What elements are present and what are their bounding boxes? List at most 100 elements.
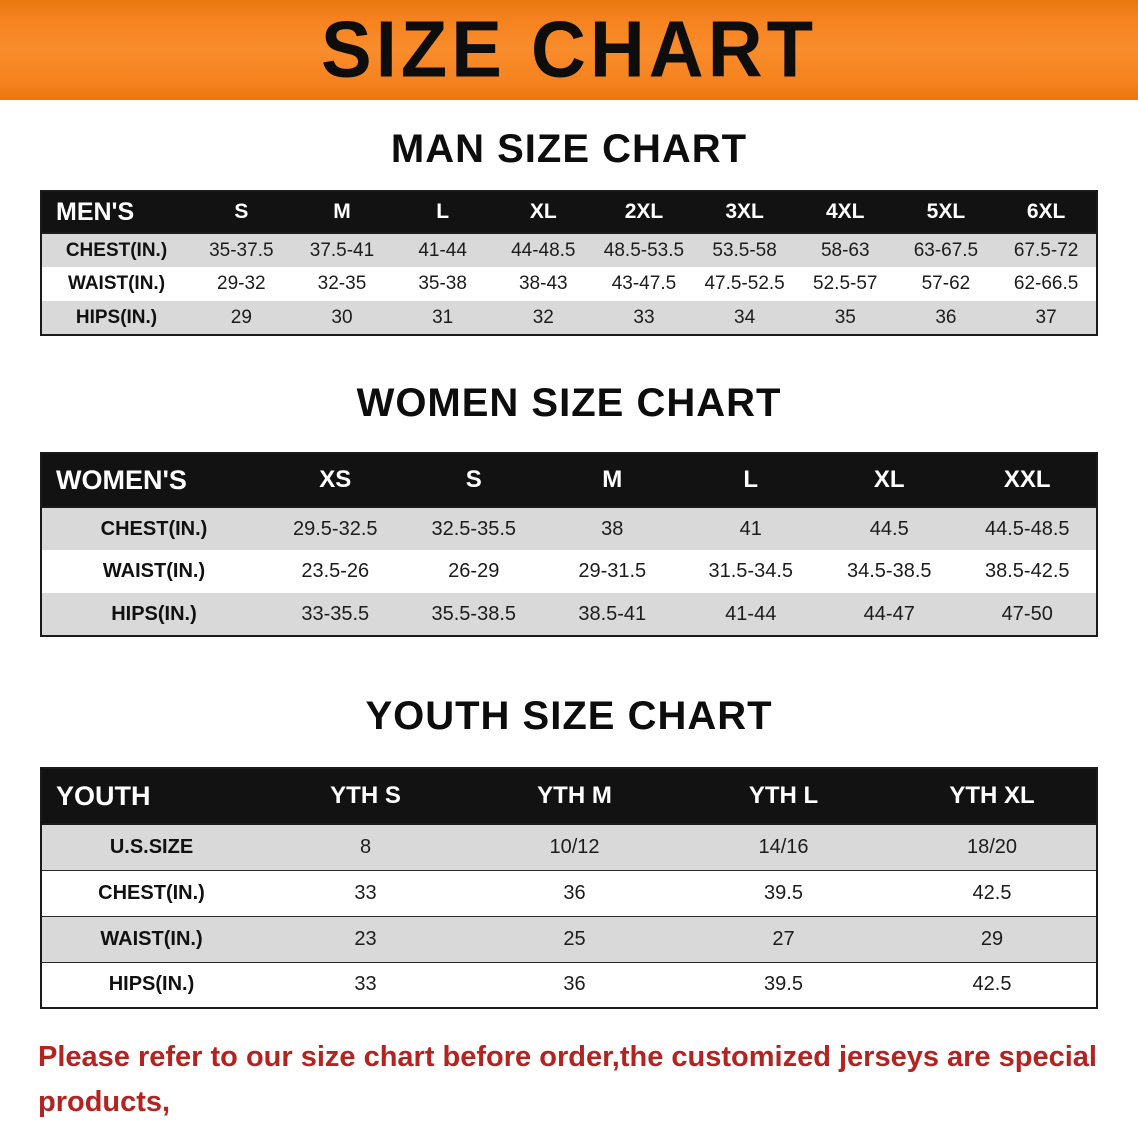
size-value-cell: 33 [354, 973, 377, 996]
footer-note-line-1: Please refer to our size chart before or… [38, 1041, 1097, 1118]
size-value-cell: 44-47 [863, 602, 915, 625]
size-value-cell: 29-31.5 [578, 560, 647, 582]
size-column-header: S [404, 453, 543, 508]
size-value-cell: 33 [633, 306, 655, 328]
size-value-cell: 47.5-52.5 [704, 273, 785, 294]
size-value-cell: 31.5-34.5 [708, 560, 793, 582]
size-value-cell: 32.5-35.5 [431, 517, 516, 540]
size-value-cell: 32-35 [317, 273, 367, 294]
men-section-heading: MAN SIZE CHART [390, 127, 748, 171]
size-column-header: XXL [958, 453, 1097, 508]
size-value-cell: 25 [563, 927, 586, 950]
size-column-header: XL [492, 191, 594, 234]
size-column-header: 5XL [895, 191, 997, 234]
size-value-cell: 29 [980, 927, 1004, 950]
footer-note: Please refer to our size chart before or… [0, 1035, 1138, 1132]
table-corner-label: YOUTH [41, 768, 261, 825]
table-row: CHEST(IN.) 29.5-32.5 32.5-35.5 38 41 44.5 44.5… [41, 507, 1097, 550]
row-label: HIPS(IN.) [111, 602, 197, 625]
size-value-cell: 35-37.5 [209, 239, 274, 261]
table-row: HIPS(IN.) 33-35.5 35.5-38.5 38.5-41 41-44 44-… [41, 593, 1097, 636]
banner: SIZE CHART [0, 0, 1138, 100]
table-corner-label: WOMEN'S [41, 453, 266, 508]
table-row: U.S.SIZE 8 10/12 14/16 18/20 [41, 824, 1097, 870]
size-value-cell: 30 [331, 306, 353, 328]
size-value-cell: 8 [359, 835, 372, 858]
table-corner-label: MEN'S [41, 191, 191, 234]
size-column-header: YTH M [470, 768, 679, 825]
size-value-cell: 43-47.5 [611, 273, 677, 294]
size-value-cell: 10/12 [549, 835, 600, 858]
mens-size-table: MEN'S S M L XL 2XL 3XL 4XL 5XL 6XL CHEST(IN.) 35-37… [40, 190, 1098, 336]
size-value-cell: 26-29 [448, 560, 500, 582]
size-value-cell: 57-62 [921, 273, 971, 294]
table-row: HIPS(IN.) 29 30 31 32 33 34 35 36 37 [41, 301, 1097, 335]
table-row: WAIST(IN.) 29-32 32-35 35-38 38-43 43-47.5 47.… [41, 267, 1097, 301]
size-column-header: XL [820, 453, 959, 508]
size-value-cell: 29.5-32.5 [292, 517, 378, 540]
size-value-cell: 41 [739, 517, 762, 540]
size-value-cell: 39.5 [764, 881, 803, 904]
size-column-header: L [681, 453, 820, 508]
row-label: HIPS(IN.) [75, 306, 158, 328]
row-label: HIPS(IN.) [108, 973, 195, 996]
size-value-cell: 27 [772, 927, 795, 950]
size-value-cell: 37 [1035, 306, 1057, 328]
row-label: CHEST(IN.) [100, 517, 208, 540]
womens-size-table: WOMEN'S XS S M L XL XXL CHEST(IN.) 29.5-32.5 32.5… [40, 452, 1098, 637]
size-value-cell: 37.5-41 [309, 239, 375, 261]
size-value-cell: 52.5-57 [813, 273, 878, 294]
row-label: WAIST(IN.) [67, 273, 166, 294]
size-value-cell: 44.5-48.5 [984, 517, 1070, 540]
section-youth: YOUTH SIZE CHART YOUTH YTH S YTH M YTH L YTH… [0, 693, 1138, 1009]
size-column-header: YTH L [679, 768, 888, 825]
size-value-cell: 42.5 [972, 973, 1012, 996]
size-value-cell: 33-35.5 [301, 602, 370, 625]
size-column-header: 2XL [593, 191, 695, 234]
size-value-cell: 47-50 [1001, 602, 1053, 625]
size-value-cell: 33 [354, 881, 377, 904]
size-value-cell: 58-63 [820, 239, 870, 261]
size-value-cell: 32 [532, 306, 554, 328]
size-value-cell: 35 [834, 306, 856, 328]
banner-title: SIZE CHART [321, 4, 817, 95]
row-label: WAIST(IN.) [100, 927, 203, 950]
table-row: WAIST(IN.) 23.5-26 26-29 29-31.5 31.5-34.5 34… [41, 550, 1097, 593]
size-value-cell: 38.5-41 [578, 602, 647, 625]
footer-note-line-2: we don't accept cancel, change, teturn o… [38, 1125, 1100, 1132]
section-women: WOMEN SIZE CHART WOMEN'S XS S M L XL XXL CHEST(… [0, 380, 1138, 637]
size-column-header: XS [266, 453, 405, 508]
row-label: CHEST(IN.) [98, 881, 205, 904]
size-value-cell: 29 [230, 306, 252, 328]
size-column-header: L [392, 191, 493, 234]
youth-size-table: YOUTH YTH S YTH M YTH L YTH XL U.S.SIZE 8 10/12… [40, 767, 1098, 1009]
size-value-cell: 23.5-26 [301, 560, 370, 582]
size-value-cell: 23 [354, 927, 377, 950]
size-value-cell: 36 [935, 306, 957, 328]
table-header-row: WOMEN'S XS S M L XL XXL [41, 453, 1097, 508]
size-value-cell: 34.5-38.5 [846, 560, 932, 582]
size-column-header: M [291, 191, 393, 234]
table-row: CHEST(IN.) 35-37.5 37.5-41 41-44 44-48.5 48.5… [41, 233, 1097, 267]
size-value-cell: 18/20 [966, 835, 1018, 858]
size-value-cell: 36 [563, 973, 586, 996]
size-value-cell: 31 [432, 306, 454, 328]
table-header-row: YOUTH YTH S YTH M YTH L YTH XL [41, 768, 1097, 825]
table-header-row: MEN'S S M L XL 2XL 3XL 4XL 5XL 6XL [41, 191, 1097, 234]
women-section-heading: WOMEN SIZE CHART [356, 381, 782, 425]
size-column-header: YTH S [261, 768, 470, 825]
size-value-cell: 35.5-38.5 [431, 602, 516, 625]
size-value-cell: 44-48.5 [511, 239, 576, 261]
size-value-cell: 67.5-72 [1013, 239, 1079, 261]
size-value-cell: 38.5-42.5 [984, 560, 1070, 582]
size-column-header: M [543, 453, 682, 508]
size-value-cell: 34 [734, 306, 756, 328]
youth-section-heading: YOUTH SIZE CHART [365, 694, 773, 738]
size-column-header: 4XL [794, 191, 896, 234]
size-column-header: 3XL [694, 191, 795, 234]
size-column-header: 6XL [996, 191, 1097, 234]
size-value-cell: 53.5-58 [712, 239, 777, 261]
size-column-header: S [191, 191, 292, 234]
size-value-cell: 14/16 [758, 835, 809, 858]
